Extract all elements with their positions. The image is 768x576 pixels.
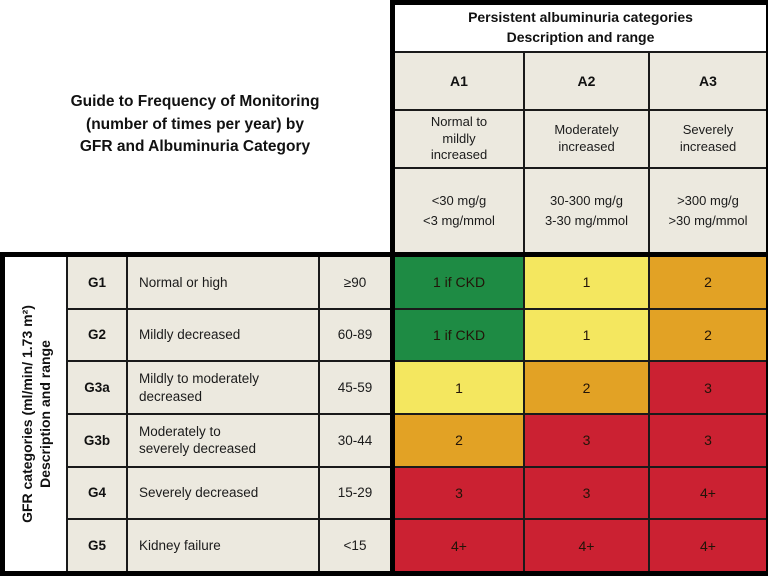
frequency-cell-g4-a3: 4+ bbox=[650, 467, 766, 519]
gfr-categories-block: GFR categories (ml/min/ 1.73 m²) Descrip… bbox=[0, 252, 390, 576]
gfr-row-g3a-code: G3a bbox=[68, 362, 126, 413]
albuminuria-col-a3-code: A3 bbox=[650, 53, 766, 109]
gfr-row-g2-code: G2 bbox=[68, 309, 126, 361]
albuminuria-col-a1-range: <30 mg/g <3 mg/mmol bbox=[395, 169, 523, 252]
gfr-row-g2-description: Mildly decreased bbox=[128, 309, 318, 361]
albuminuria-header-title: Persistent albuminuria categories Descri… bbox=[395, 5, 766, 51]
albuminuria-col-a2-code: A2 bbox=[525, 53, 648, 109]
gfr-row-g2-range: 60-89 bbox=[320, 309, 390, 361]
frequency-cell-g5-a1: 4+ bbox=[395, 520, 523, 571]
gfr-row-g1-code: G1 bbox=[68, 257, 126, 308]
gfr-row-g4-code: G4 bbox=[68, 467, 126, 519]
gfr-row-g1-range: ≥90 bbox=[320, 257, 390, 308]
monitoring-frequency-grid: 1 if CKD 1 2 1 if CKD 1 2 1 2 3 2 3 3 3 … bbox=[390, 252, 768, 576]
frequency-cell-g3b-a3: 3 bbox=[650, 415, 766, 466]
albuminuria-col-a1-description: Normal to mildly increased bbox=[395, 111, 523, 167]
gfr-axis-label-cell: GFR categories (ml/min/ 1.73 m²) Descrip… bbox=[5, 257, 66, 571]
gfr-row-g5-code: G5 bbox=[68, 520, 126, 571]
frequency-cell-g3b-a1: 2 bbox=[395, 415, 523, 466]
gfr-row-g3a-description: Mildly to moderately decreased bbox=[128, 362, 318, 413]
gfr-row-g4-range: 15-29 bbox=[320, 467, 390, 519]
frequency-cell-g4-a1: 3 bbox=[395, 467, 523, 519]
albuminuria-col-a3-description: Severely increased bbox=[650, 111, 766, 167]
albuminuria-col-a3-range: >300 mg/g >30 mg/mmol bbox=[650, 169, 766, 252]
gfr-row-g3b-code: G3b bbox=[68, 415, 126, 466]
gfr-axis-label: GFR categories (ml/min/ 1.73 m²) Descrip… bbox=[18, 305, 53, 523]
gfr-row-g3b-range: 30-44 bbox=[320, 415, 390, 466]
gfr-row-g4-description: Severely decreased bbox=[128, 467, 318, 519]
frequency-cell-g2-a3: 2 bbox=[650, 309, 766, 361]
frequency-cell-g1-a2: 1 bbox=[525, 257, 648, 308]
frequency-cell-g3a-a1: 1 bbox=[395, 362, 523, 413]
gfr-row-g5-range: <15 bbox=[320, 520, 390, 571]
frequency-cell-g2-a2: 1 bbox=[525, 309, 648, 361]
frequency-cell-g1-a3: 2 bbox=[650, 257, 766, 308]
albuminuria-col-a2-description: Moderately increased bbox=[525, 111, 648, 167]
frequency-cell-g5-a3: 4+ bbox=[650, 520, 766, 571]
albuminuria-header-block: Persistent albuminuria categories Descri… bbox=[390, 0, 768, 252]
frequency-cell-g3a-a3: 3 bbox=[650, 362, 766, 413]
gfr-row-g1-description: Normal or high bbox=[128, 257, 318, 308]
frequency-cell-g4-a2: 3 bbox=[525, 467, 648, 519]
frequency-cell-g3a-a2: 2 bbox=[525, 362, 648, 413]
frequency-cell-g3b-a2: 3 bbox=[525, 415, 648, 466]
frequency-cell-g2-a1: 1 if CKD bbox=[395, 309, 523, 361]
gfr-row-g3b-description: Moderately to severely decreased bbox=[128, 415, 318, 466]
gfr-row-g3a-range: 45-59 bbox=[320, 362, 390, 413]
albuminuria-col-a1-code: A1 bbox=[395, 53, 523, 109]
gfr-row-g5-description: Kidney failure bbox=[128, 520, 318, 571]
figure-title: Guide to Frequency of Monitoring (number… bbox=[0, 0, 390, 250]
frequency-cell-g5-a2: 4+ bbox=[525, 520, 648, 571]
albuminuria-col-a2-range: 30-300 mg/g 3-30 mg/mmol bbox=[525, 169, 648, 252]
frequency-cell-g1-a1: 1 if CKD bbox=[395, 257, 523, 308]
